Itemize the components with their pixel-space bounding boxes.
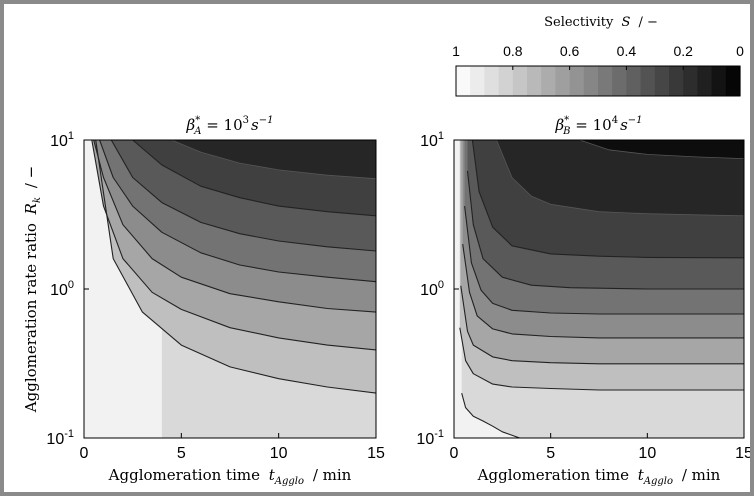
y-tick-label: 10-1: [46, 428, 74, 448]
x-tick-label: 5: [546, 445, 555, 462]
y-tick-label: 100: [420, 279, 444, 299]
colorbar-band: [498, 66, 514, 96]
colorbar-band: [654, 66, 670, 96]
y-tick-label: 100: [50, 279, 74, 299]
axes-b: 0 5 10 15 10-1 100 101: [416, 130, 750, 462]
colorbar-band: [640, 66, 656, 96]
contour-line: [579, 140, 744, 159]
colorbar-tick-label: 0.8: [503, 43, 523, 59]
field-band: [171, 140, 376, 179]
colorbar-band: [527, 66, 542, 96]
contours-b: [459, 140, 744, 438]
contour-line: [471, 140, 744, 259]
x-axis-label-b: Agglomeration time tAgglo / min: [477, 466, 721, 488]
colorbar-band: [612, 66, 627, 96]
y-axis-label: Agglomeration rate ratio Rk / −: [22, 166, 44, 413]
field-b: [454, 140, 744, 438]
colorbar-border: [455, 65, 741, 97]
x-tick-label: 0: [80, 445, 89, 462]
y-tick-label: 101: [420, 130, 444, 150]
colorbar-band: [512, 66, 528, 96]
colorbar-bands: [456, 66, 741, 96]
contour-line: [93, 140, 376, 313]
y-tick-label: 10-1: [416, 428, 444, 448]
contour-line: [95, 140, 376, 394]
colorbar-band: [725, 66, 741, 96]
x-tick-label: 10: [270, 445, 288, 462]
contour-line: [459, 327, 744, 391]
contour-line: [110, 140, 376, 252]
colorbar-band: [555, 66, 571, 96]
colorbar-band: [541, 66, 556, 96]
contour-line: [464, 206, 744, 315]
figure-canvas: Selectivity S / − 1 0.8 0.6 0.4 0.2 0 β* A = 1…: [22, 15, 750, 488]
colorbar-band: [669, 66, 684, 96]
chart-title-b: β* B = 104 s−1: [554, 115, 642, 137]
contour-line: [99, 140, 376, 283]
field-band: [579, 140, 744, 159]
x-tick-label: 10: [638, 445, 656, 462]
contour-line: [91, 140, 376, 351]
contour-line: [460, 285, 744, 365]
colorbar-band: [470, 66, 485, 96]
colorbar-band: [711, 66, 727, 96]
y-tick-label: 101: [50, 130, 74, 150]
colorbar-tick-label: 0.6: [560, 43, 580, 59]
chart-beta-b: β* B = 104 s−1 0 5 10 15 10-1 100 101: [416, 115, 750, 462]
colorbar-ticks: [455, 66, 741, 70]
colorbar-band: [697, 66, 713, 96]
colorbar-tick-label: 1: [452, 43, 460, 59]
contour-line: [462, 244, 744, 339]
axes-a: 0 5 10 15 10-1 100 101: [46, 130, 385, 462]
colorbar-label-unit: / −: [638, 15, 657, 30]
colorbar-tick-label: 0.4: [617, 43, 637, 59]
colorbar-tick-labels: 1 0.8 0.6 0.4 0.2 0: [452, 43, 744, 59]
field-band: [496, 140, 744, 216]
chart-beta-a: β* A = 103 s−1 0 5 10 15 10-1 100 101: [46, 115, 385, 462]
colorbar-tick-label: 0.2: [673, 43, 693, 59]
colorbar-band: [598, 66, 613, 96]
colorbar-band: [626, 66, 642, 96]
x-axis-label-a: Agglomeration time tAgglo / min: [108, 466, 352, 488]
colorbar-label: Selectivity S / −: [544, 15, 658, 30]
contour-line: [171, 140, 376, 180]
colorbar-band: [456, 66, 471, 96]
colorbar-label-main: Selectivity: [544, 15, 614, 30]
colorbar-band: [683, 66, 698, 96]
contour-line: [461, 392, 520, 438]
x-tick-label: 5: [177, 445, 186, 462]
x-tick-label: 0: [450, 445, 459, 462]
x-tick-label: 15: [367, 445, 385, 462]
colorbar-tick-label: 0: [736, 43, 744, 59]
chart-title-a: β* A = 103 s−1: [186, 115, 274, 137]
x-tick-label: 15: [735, 445, 750, 462]
colorbar-band: [583, 66, 599, 96]
contours-a: [91, 140, 376, 438]
colorbar-band: [484, 66, 500, 96]
contour-line: [466, 170, 744, 290]
contour-line: [496, 140, 744, 217]
colorbar-band: [569, 66, 585, 96]
field-a: [84, 140, 376, 438]
contour-line: [132, 140, 376, 217]
colorbar: Selectivity S / − 1 0.8 0.6 0.4 0.2 0: [452, 15, 744, 97]
colorbar-label-var: S: [621, 15, 630, 30]
